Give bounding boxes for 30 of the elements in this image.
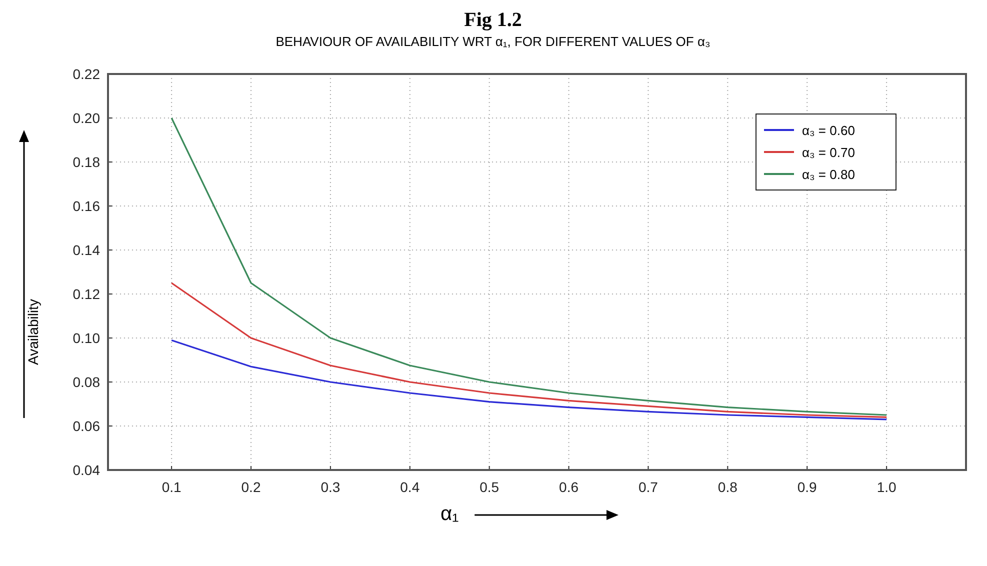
y-axis-title: Availability bbox=[25, 299, 41, 365]
y-tick-label: 0.04 bbox=[72, 462, 100, 478]
y-tick-label: 0.12 bbox=[72, 286, 100, 302]
y-tick-label: 0.20 bbox=[72, 110, 100, 126]
line-series bbox=[170, 339, 888, 420]
x-tick-label: 0.9 bbox=[797, 479, 818, 495]
y-tick-label: 0.14 bbox=[72, 242, 100, 258]
x-tick-label: 0.6 bbox=[559, 479, 579, 495]
x-tick-label: 0.1 bbox=[162, 479, 182, 495]
x-tick-label: 0.2 bbox=[241, 479, 261, 495]
x-tick-label: 0.3 bbox=[320, 479, 340, 495]
y-tick-label: 0.16 bbox=[72, 198, 100, 214]
x-tick-label: 0.5 bbox=[480, 479, 500, 495]
x-axis-title: α₁ bbox=[440, 503, 460, 525]
y-tick-label: 0.06 bbox=[72, 418, 100, 434]
x-tick-label: 0.7 bbox=[638, 479, 658, 495]
y-tick-label: 0.18 bbox=[72, 154, 100, 170]
y-tick-label: 0.08 bbox=[72, 374, 100, 390]
line-series bbox=[170, 282, 888, 418]
chart-title: Fig 1.2 bbox=[464, 9, 522, 31]
x-tick-label: 0.8 bbox=[718, 479, 738, 495]
legend-label: α₃ = 0.60 bbox=[802, 123, 855, 138]
chart-subtitle: BEHAVIOUR OF AVAILABILITY WRT α₁, FOR DIFFERENT VALUES OF α₃ bbox=[276, 34, 710, 49]
y-tick-label: 0.22 bbox=[72, 66, 100, 82]
legend-label: α₃ = 0.80 bbox=[802, 167, 855, 182]
y-tick-label: 0.10 bbox=[72, 330, 100, 346]
x-tick-label: 0.4 bbox=[400, 479, 420, 495]
line-series bbox=[170, 117, 888, 416]
x-tick-label: 1.0 bbox=[876, 479, 896, 495]
legend-label: α₃ = 0.70 bbox=[802, 145, 855, 160]
